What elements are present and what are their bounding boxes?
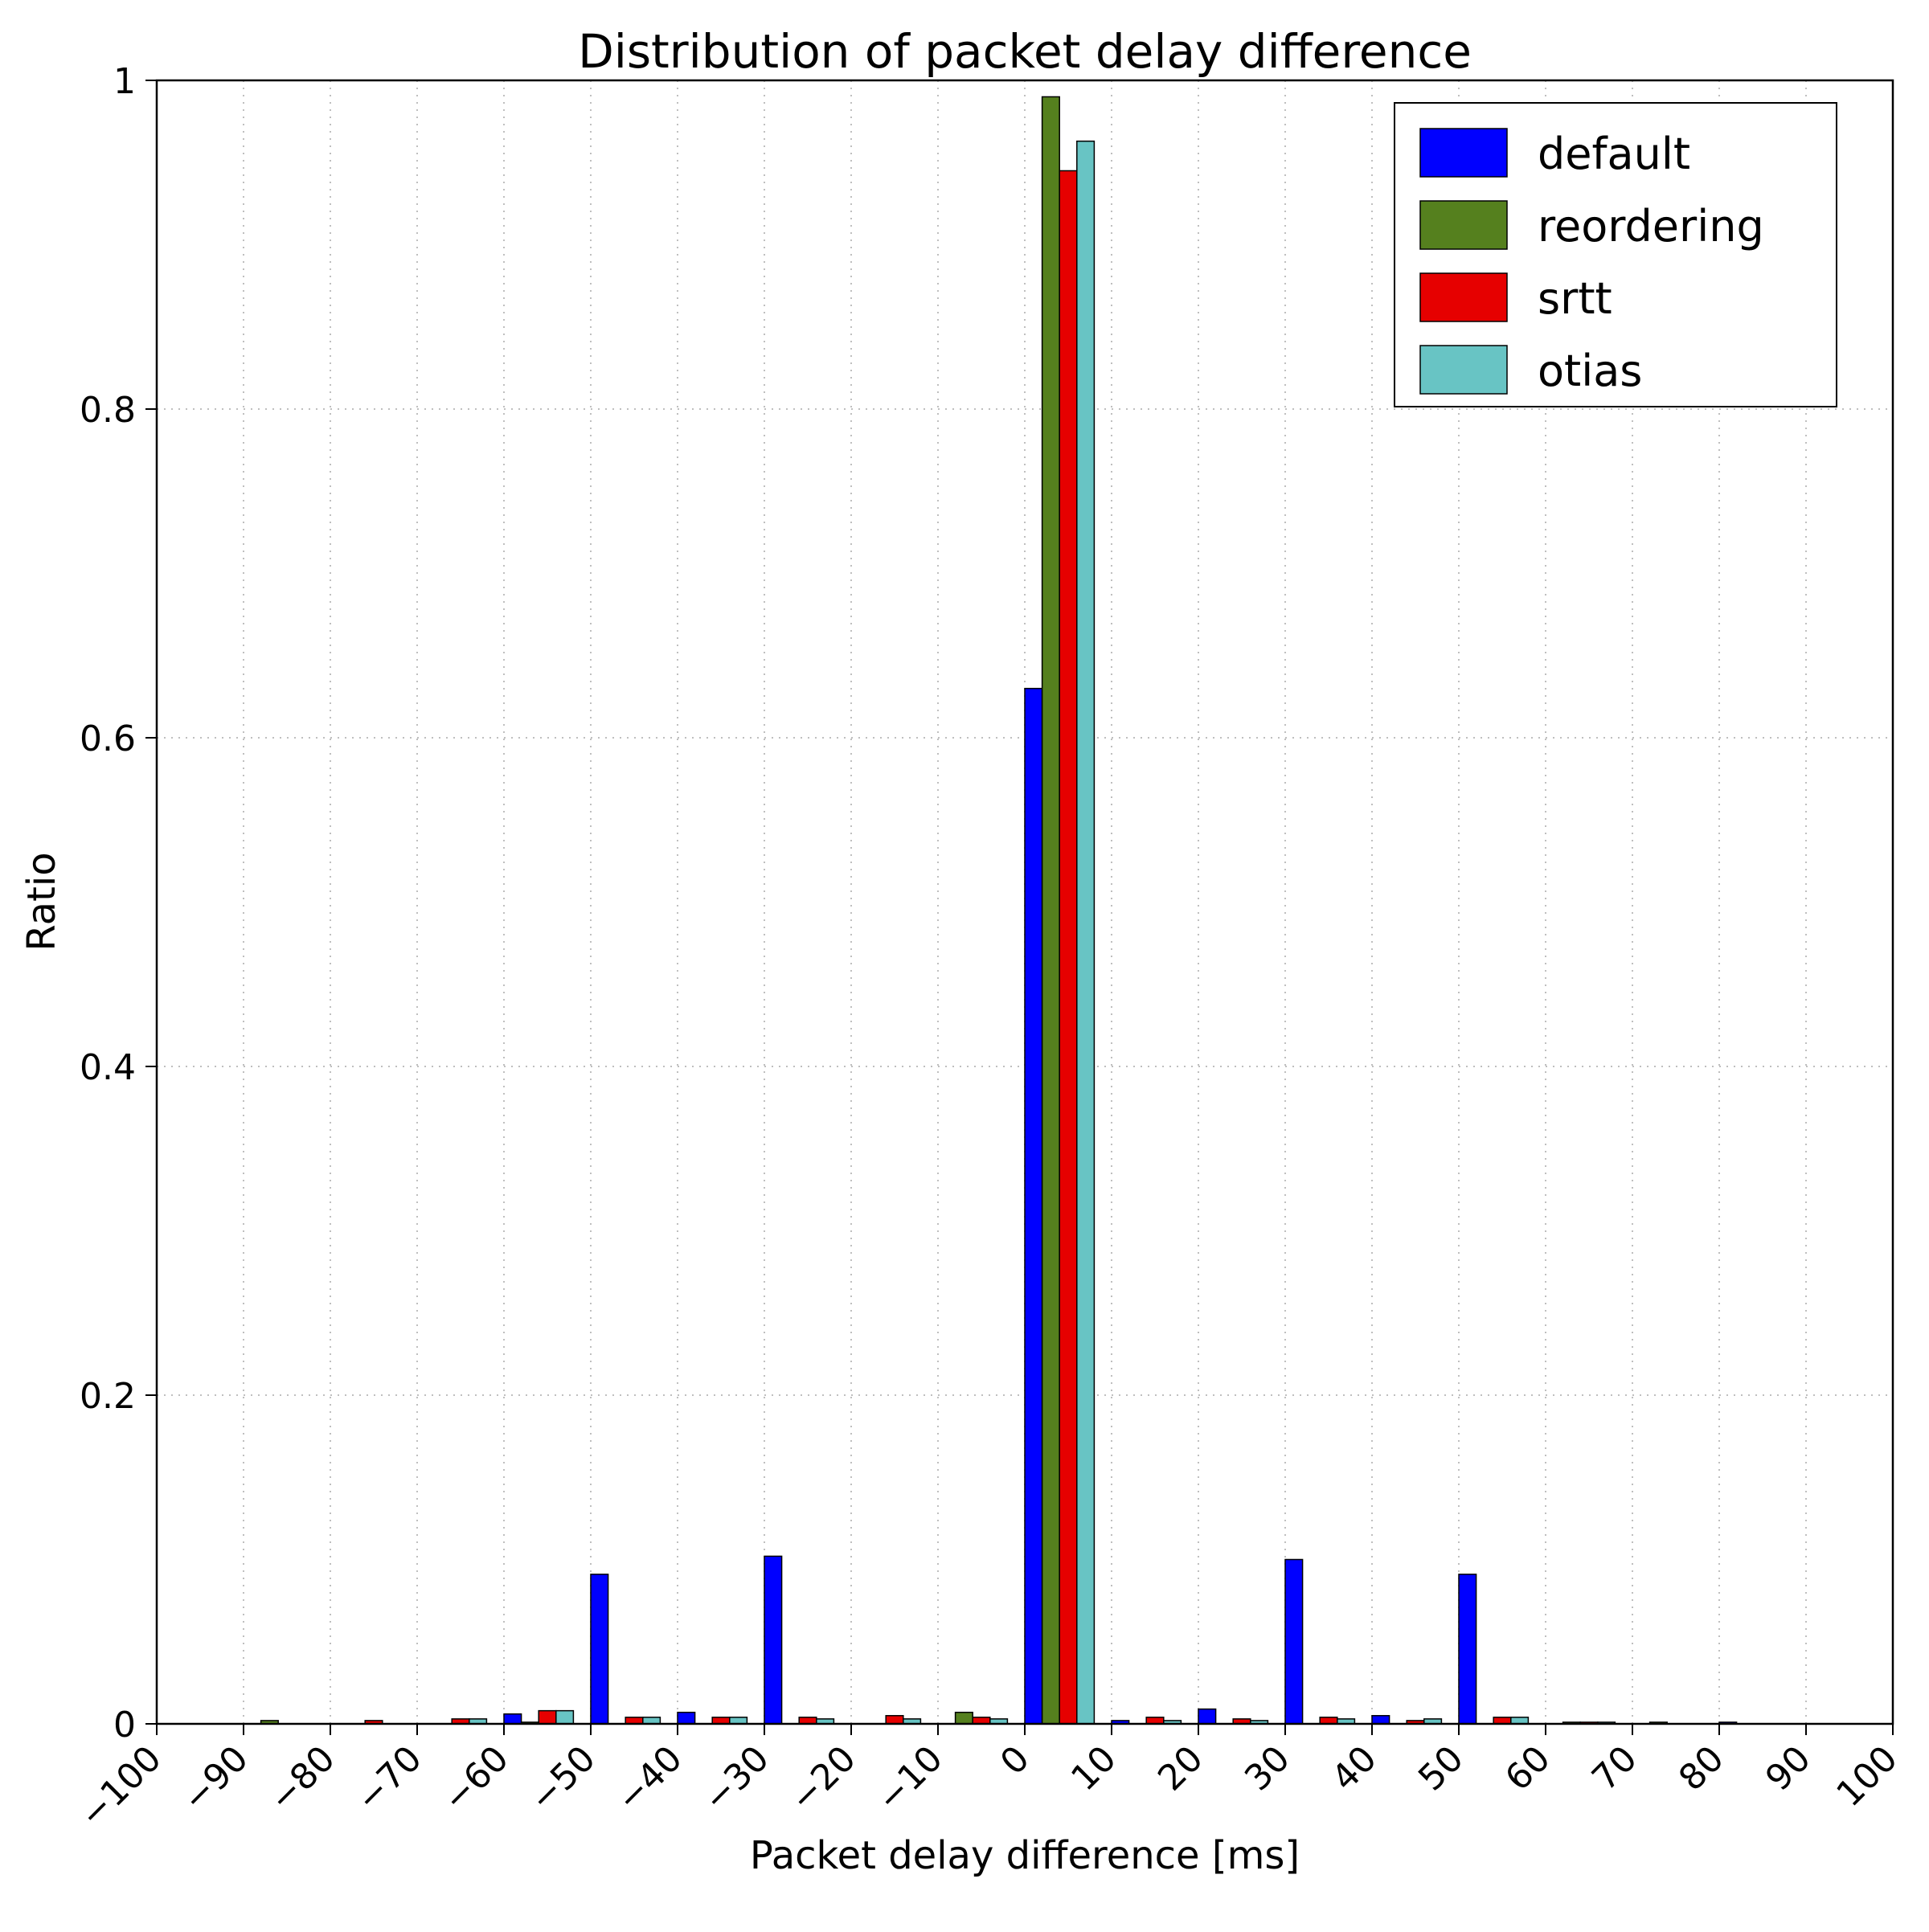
y-tick-label: 1 — [113, 61, 136, 102]
x-tick-label: 70 — [1584, 1738, 1645, 1799]
legend-label-srtt: srtt — [1538, 273, 1612, 324]
x-tick-label: −100 — [72, 1738, 170, 1836]
x-tick-label: −10 — [869, 1738, 951, 1820]
x-tick-label: 100 — [1829, 1738, 1905, 1815]
x-tick-label: 90 — [1758, 1738, 1819, 1799]
x-tick-label: 80 — [1671, 1738, 1732, 1799]
x-tick-label: −80 — [261, 1738, 343, 1820]
y-tick-label: 0 — [113, 1705, 136, 1746]
legend-swatch-reordering — [1419, 200, 1508, 250]
y-tick-label: 0.8 — [80, 390, 136, 431]
x-tick-label: 20 — [1150, 1738, 1211, 1799]
bar-default-50 — [1458, 1574, 1477, 1725]
bar-default--50 — [590, 1574, 609, 1725]
x-tick-label: 30 — [1237, 1738, 1298, 1799]
x-tick-label: 10 — [1063, 1738, 1124, 1799]
x-axis-label: Packet delay difference [ms] — [750, 1833, 1300, 1878]
legend-label-reordering: reordering — [1538, 201, 1764, 252]
legend-swatch-default — [1419, 128, 1508, 178]
x-tick-label: −70 — [348, 1738, 430, 1820]
bar-srtt--20 — [885, 1715, 904, 1725]
bar-otias--60 — [555, 1709, 575, 1725]
chart-title: Distribution of packet delay difference — [578, 24, 1472, 79]
bar-otias-0 — [1076, 140, 1096, 1725]
y-tick-label: 0.6 — [80, 718, 136, 759]
bar-default--30 — [764, 1555, 783, 1725]
x-tick-label: −30 — [695, 1738, 777, 1820]
legend-label-otias: otias — [1538, 346, 1642, 396]
bar-srtt--60 — [538, 1709, 557, 1725]
bar-reordering--10 — [954, 1711, 973, 1725]
bar-default--60 — [503, 1713, 522, 1725]
y-axis-label: Ratio — [19, 852, 64, 951]
x-tick-label: −20 — [782, 1738, 864, 1820]
legend-swatch-srtt — [1419, 272, 1508, 322]
x-tick-label: 0 — [993, 1738, 1038, 1783]
y-tick-label: 0.4 — [80, 1047, 136, 1088]
x-tick-label: 40 — [1324, 1738, 1385, 1799]
x-tick-label: −60 — [435, 1738, 517, 1820]
bar-default--40 — [677, 1711, 696, 1725]
y-tick-label: 0.2 — [80, 1376, 136, 1417]
x-tick-label: 60 — [1497, 1738, 1558, 1799]
bar-default-30 — [1284, 1558, 1304, 1725]
bar-reordering-0 — [1041, 96, 1060, 1725]
x-tick-label: −40 — [608, 1738, 690, 1820]
x-tick-label: −50 — [522, 1738, 604, 1820]
legend-label-default: default — [1538, 129, 1690, 179]
x-tick-label: 50 — [1411, 1738, 1472, 1799]
x-tick-label: −90 — [174, 1738, 256, 1820]
bar-srtt-0 — [1059, 170, 1078, 1725]
legend-swatch-otias — [1419, 345, 1508, 395]
bar-default-40 — [1371, 1715, 1390, 1725]
bar-default-0 — [1024, 687, 1043, 1725]
bar-default-20 — [1198, 1708, 1217, 1725]
